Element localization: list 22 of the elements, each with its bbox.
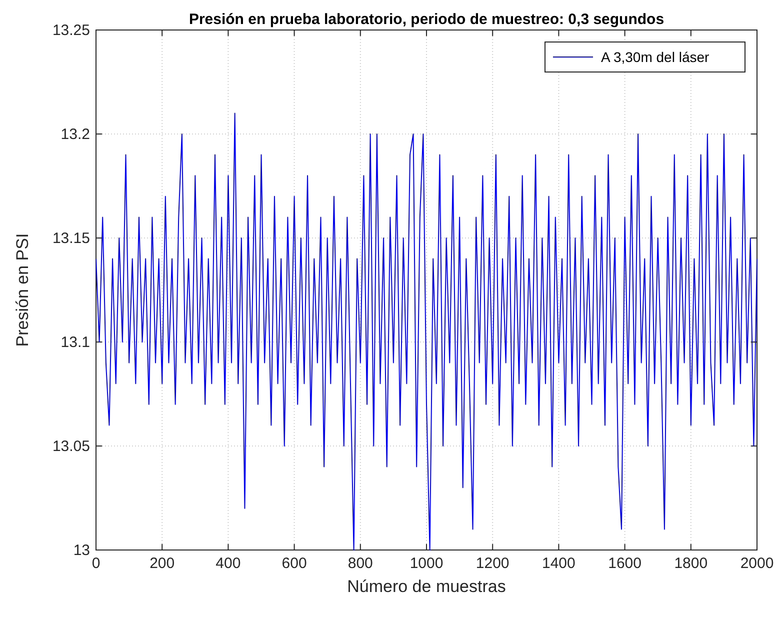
x-tick-label: 600 <box>282 555 307 572</box>
y-tick-label: 13.2 <box>60 126 90 143</box>
x-tick-label: 1400 <box>542 555 576 572</box>
y-tick-label: 13 <box>73 542 90 559</box>
x-tick-label: 400 <box>216 555 241 572</box>
x-tick-label: 1800 <box>674 555 708 572</box>
x-tick-label: 1600 <box>608 555 642 572</box>
y-axis-title: Presión en PSI <box>13 233 32 347</box>
x-tick-label: 1200 <box>476 555 510 572</box>
x-tick-label: 800 <box>348 555 373 572</box>
x-tick-label: 0 <box>92 555 100 572</box>
y-tick-label: 13.15 <box>52 230 90 247</box>
x-tick-label: 1000 <box>410 555 444 572</box>
y-tick-label: 13.05 <box>52 438 90 455</box>
x-tick-label: 2000 <box>740 555 774 572</box>
x-tick-label: 200 <box>150 555 175 572</box>
y-tick-label: 13.1 <box>60 334 90 351</box>
line-series <box>96 112 758 550</box>
y-tick-label: 13.25 <box>52 22 90 39</box>
x-axis-title: Número de muestras <box>347 577 506 596</box>
chart-title: Presión en prueba laboratorio, periodo de muestreo: 0,3 segundos <box>188 11 664 28</box>
legend-label: A 3,30m del láser <box>601 49 710 65</box>
